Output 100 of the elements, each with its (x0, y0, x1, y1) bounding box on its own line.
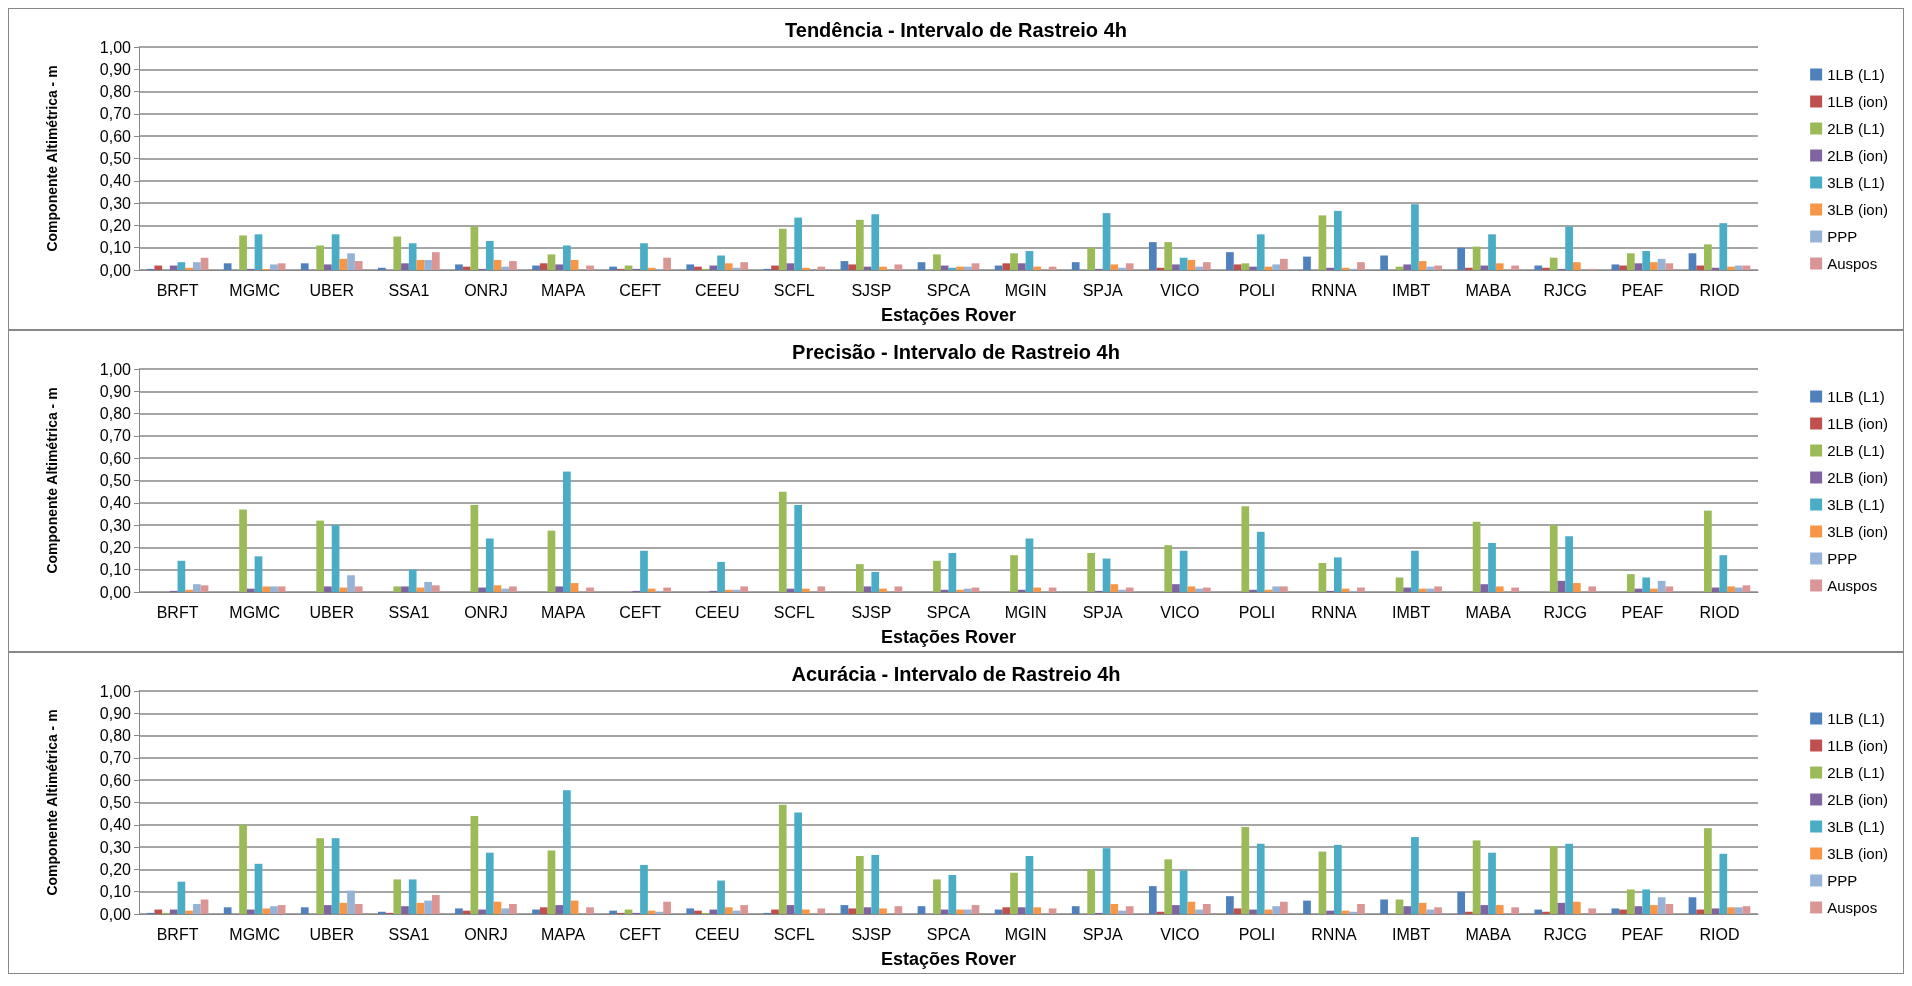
x-tick-label: MGIN (1004, 281, 1047, 299)
bar (455, 908, 463, 914)
bar (1025, 251, 1034, 270)
bar (1457, 891, 1466, 914)
bar (1472, 521, 1481, 592)
bar (1719, 853, 1728, 914)
bar (570, 259, 579, 270)
y-tick-label: 0,80 (99, 727, 132, 745)
bar (1102, 558, 1111, 592)
bar (1688, 253, 1697, 270)
x-tick-label: MAPA (540, 603, 586, 621)
x-tick-label: RIOD (1699, 925, 1740, 943)
y-tick-label: 0,30 (99, 516, 132, 534)
bar (609, 910, 617, 914)
x-tick-label: VICO (1160, 281, 1200, 299)
bar (1465, 267, 1473, 270)
bar (1480, 584, 1489, 592)
bar (223, 263, 232, 270)
bar (485, 538, 494, 592)
x-tick-label: SJSP (851, 925, 892, 943)
x-tick-label: MAPA (540, 281, 586, 299)
bar (431, 895, 440, 914)
x-tick-label: IMBT (1391, 925, 1431, 943)
legend-label: Auspos (1827, 577, 1878, 594)
bar (478, 909, 486, 914)
bar (485, 852, 494, 914)
bar (1318, 215, 1327, 270)
bar (686, 908, 695, 914)
bar (1403, 264, 1412, 270)
bar (1280, 586, 1288, 592)
bar (1195, 909, 1203, 914)
bar (192, 262, 201, 270)
bar (1033, 587, 1042, 592)
bar (324, 905, 332, 914)
bar (1256, 531, 1265, 592)
bar (1280, 258, 1288, 270)
bar (1704, 244, 1712, 270)
x-tick-label: CEFT (619, 281, 662, 299)
bar (1010, 872, 1018, 914)
bar (1626, 889, 1635, 914)
bar (1002, 907, 1011, 914)
bar (532, 909, 540, 914)
bar (1411, 837, 1419, 914)
bar (1611, 264, 1620, 270)
bar (1495, 263, 1504, 270)
bar (1572, 262, 1581, 270)
bar (778, 491, 787, 592)
bar (169, 909, 178, 914)
bar (694, 910, 702, 914)
bar (1480, 905, 1489, 914)
legend-label: 2LB (ion) (1827, 469, 1889, 486)
bar (246, 588, 255, 592)
bar (1241, 827, 1250, 914)
x-tick-label: MABA (1465, 925, 1512, 943)
bar (393, 879, 402, 914)
bar (185, 267, 193, 270)
bar (401, 586, 409, 592)
bar (1380, 255, 1388, 270)
x-tick-label: CEFT (619, 603, 662, 621)
bar (1380, 899, 1388, 914)
bar (1272, 906, 1281, 914)
bar (200, 585, 209, 592)
bar (663, 901, 671, 914)
bar (339, 902, 348, 914)
bar (1110, 584, 1119, 592)
bar (933, 560, 941, 592)
bar (1588, 586, 1597, 592)
bar (1734, 265, 1743, 270)
x-tick-label: SSA1 (388, 281, 430, 299)
bar (1202, 587, 1211, 592)
bar (1164, 859, 1173, 914)
bar (1048, 908, 1057, 914)
bar (1125, 906, 1134, 914)
bar (817, 266, 826, 270)
bar (1087, 869, 1095, 914)
bar (1626, 253, 1635, 270)
bar (408, 243, 417, 270)
x-tick-label: CEFT (619, 925, 662, 943)
x-tick-label: SPCA (926, 281, 971, 299)
bar (570, 583, 579, 592)
x-tick-label: UBER (309, 281, 354, 299)
bar (1719, 555, 1728, 592)
bar (455, 264, 463, 270)
y-tick-label: 0,30 (99, 194, 132, 212)
bar (324, 586, 332, 592)
bar (1426, 266, 1435, 270)
bar (1280, 901, 1288, 914)
legend-label: Auspos (1827, 255, 1878, 272)
bar (1172, 264, 1180, 270)
bar (270, 264, 278, 270)
bar (1164, 242, 1173, 270)
x-tick-label: MGIN (1004, 603, 1047, 621)
bar (1650, 905, 1658, 914)
bar (647, 267, 656, 270)
x-tick-label: SPJA (1082, 281, 1124, 299)
x-tick-label: ONRJ (464, 603, 508, 621)
bar (1719, 223, 1728, 270)
bar (1657, 897, 1666, 914)
bar (971, 263, 980, 270)
bar (1102, 213, 1111, 270)
